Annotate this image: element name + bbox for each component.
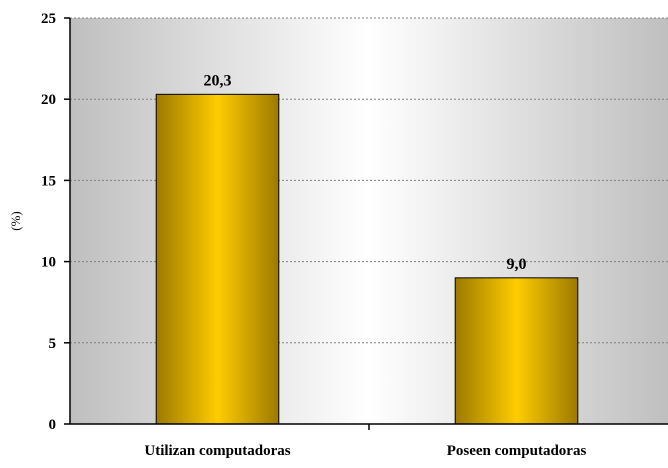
- y-tick-label-10: 10: [41, 255, 56, 271]
- y-tick-label-25: 25: [41, 11, 56, 27]
- data-label-2: 9,0: [507, 256, 527, 273]
- axes: [64, 17, 668, 430]
- y-tick-label-0: 0: [49, 417, 57, 433]
- data-label-1: 20,3: [204, 72, 232, 89]
- bar-2: [454, 277, 579, 425]
- labels: 20,3 Utilizan computadoras 9,0 Poseen compu…: [41, 11, 586, 459]
- y-tick-label-15: 15: [41, 173, 56, 189]
- bar-1: [155, 93, 280, 425]
- y-tick-label-20: 20: [41, 92, 56, 108]
- bars: [155, 93, 579, 425]
- y-axis-title: (%): [8, 211, 23, 231]
- y-tick-label-5: 5: [49, 336, 57, 352]
- category-label-2: Poseen computadoras: [447, 443, 587, 459]
- category-label-1: Utilizan computadoras: [144, 443, 290, 459]
